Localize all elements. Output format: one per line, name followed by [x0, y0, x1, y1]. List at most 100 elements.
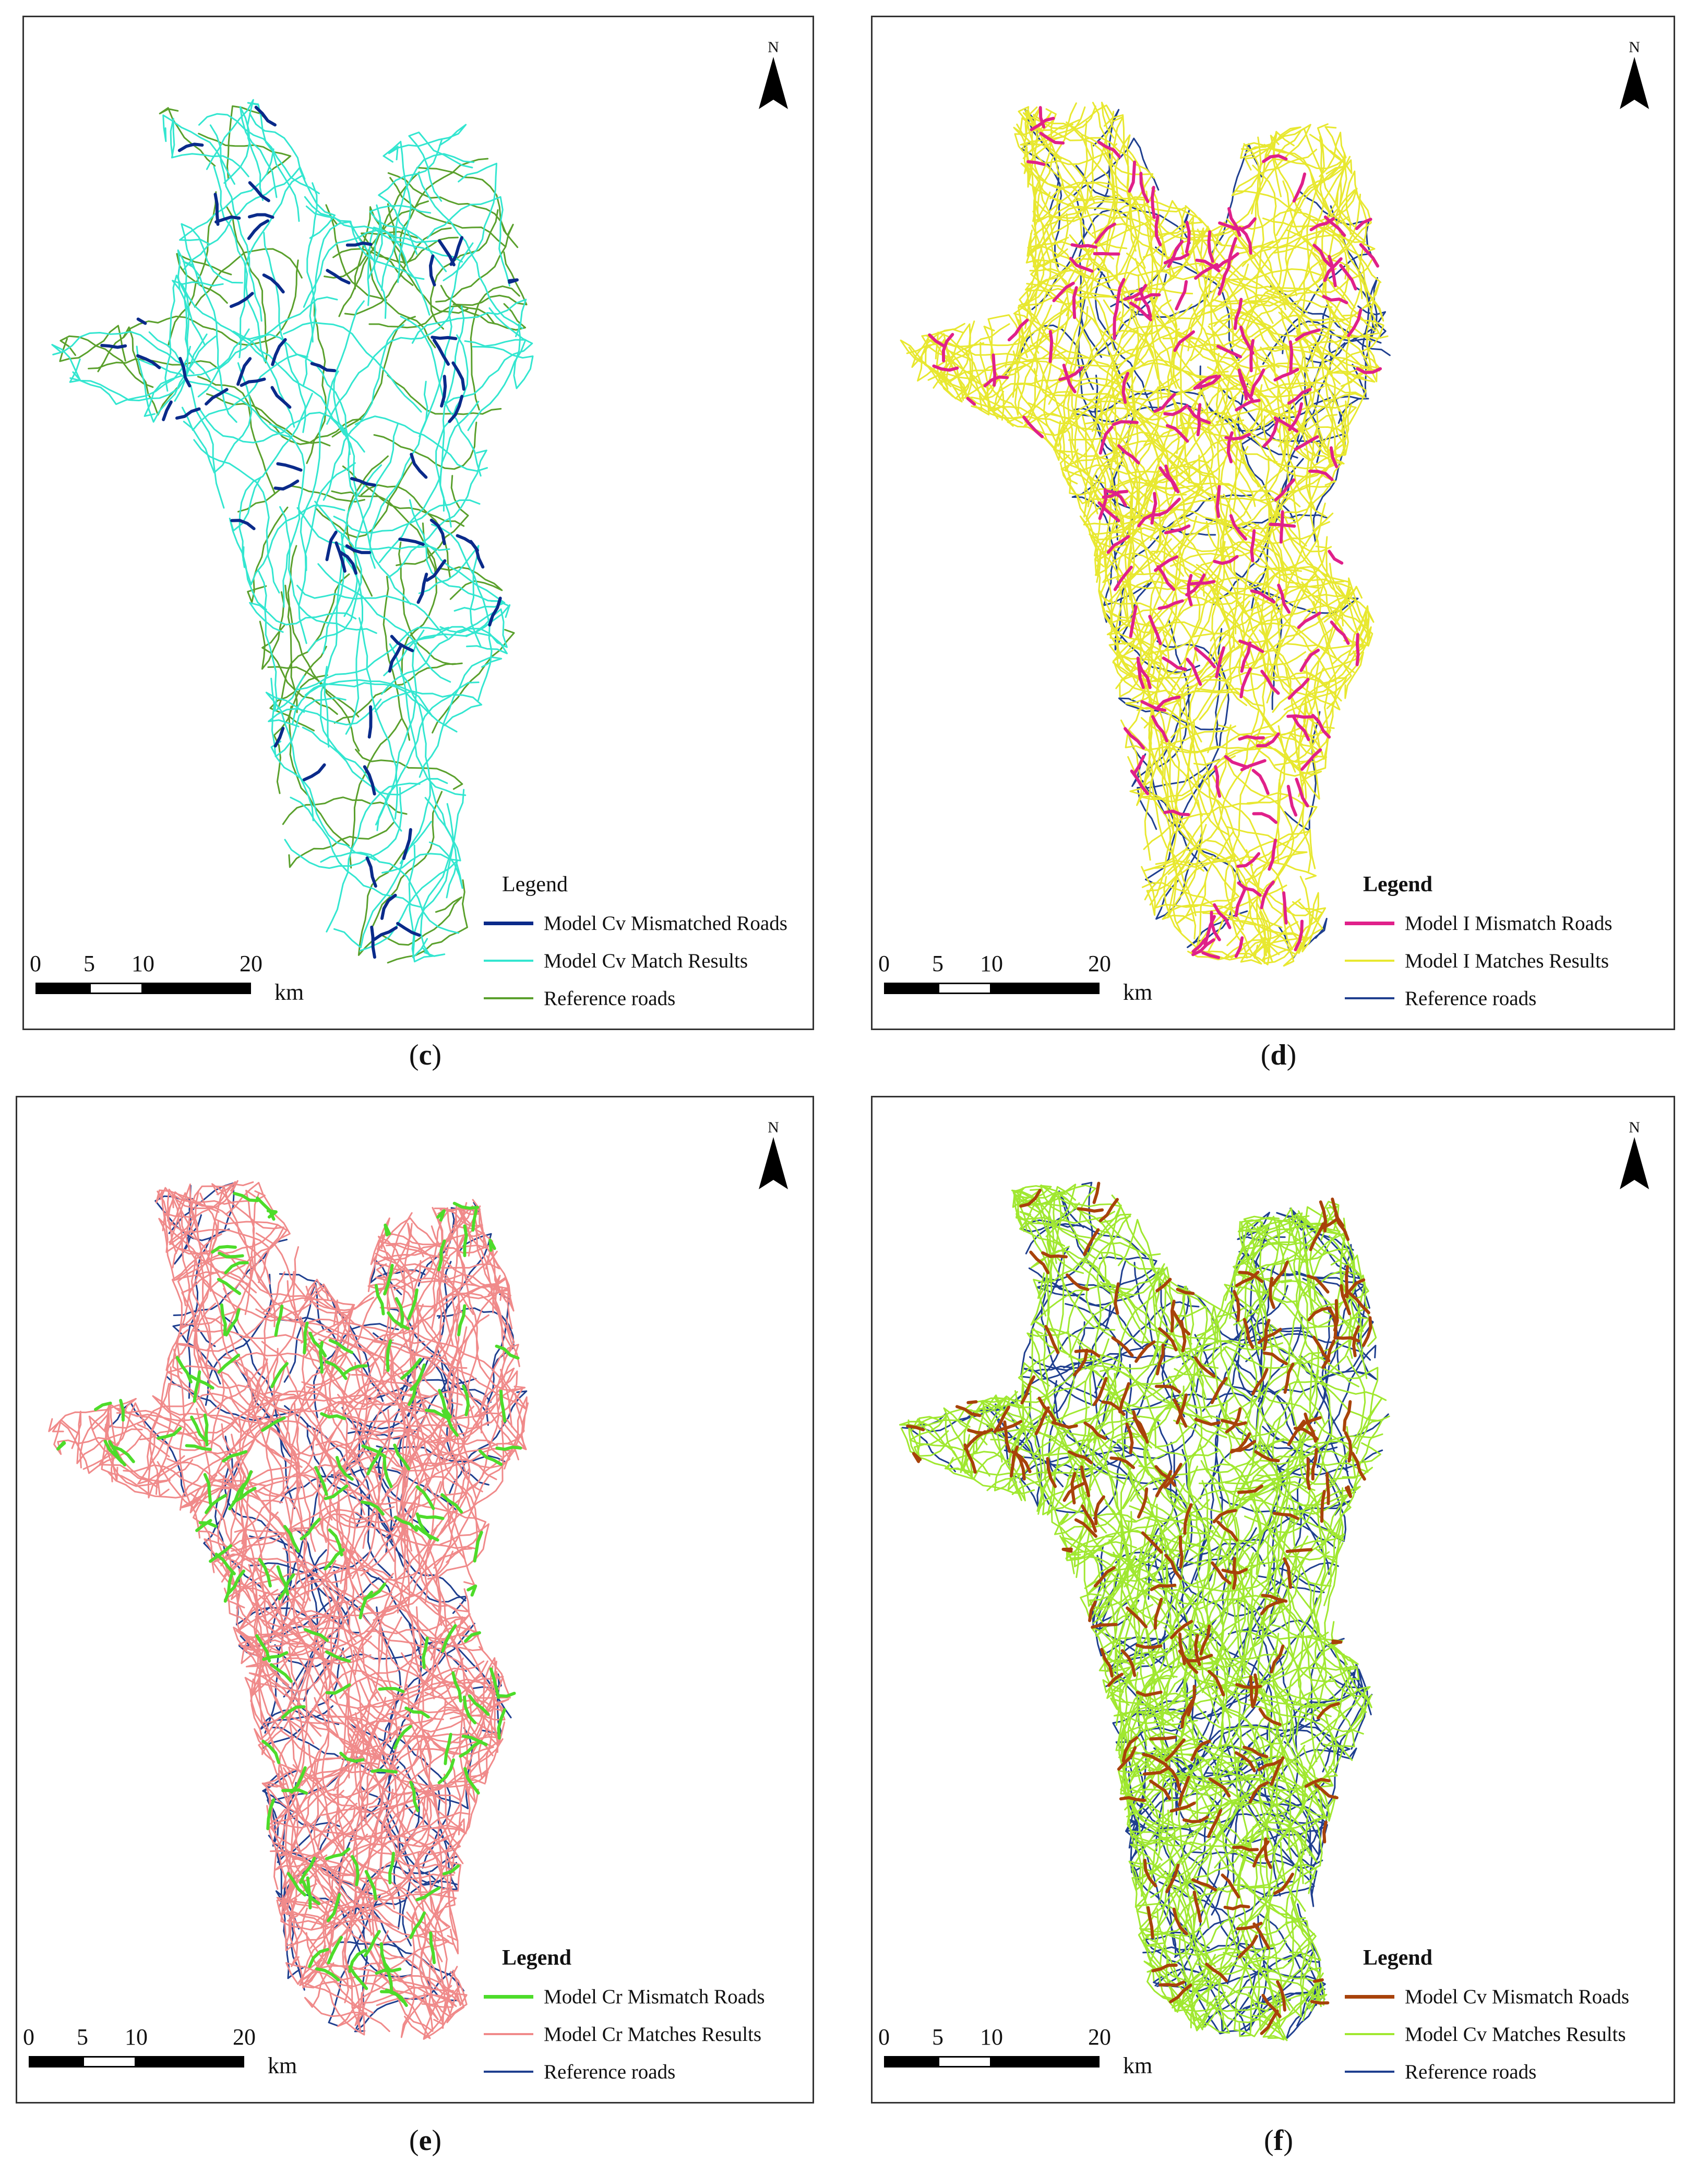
scale-tick-label: 20 — [1088, 951, 1111, 976]
mismatched-road — [379, 1990, 405, 2003]
matched-road — [1203, 458, 1318, 589]
mismatched-road — [1361, 1316, 1372, 1347]
reference-road — [237, 485, 366, 513]
matched-road — [1286, 1571, 1327, 1762]
mismatched-road — [452, 1201, 480, 1210]
mismatched-road — [398, 537, 425, 546]
matched-road — [415, 1606, 470, 1798]
reference-road — [1287, 1722, 1351, 1753]
mismatched-road — [415, 1886, 441, 1902]
mismatched-road — [425, 559, 447, 582]
matched-road — [1142, 209, 1301, 258]
reference-road — [174, 1185, 202, 1265]
matched-road — [1251, 124, 1311, 214]
mismatched-road — [1186, 1654, 1213, 1663]
scale-segment — [992, 983, 1100, 994]
mismatched-road — [327, 1935, 343, 1965]
matched-road — [343, 1714, 444, 1875]
matched-road — [378, 1481, 441, 1666]
matched-road — [1146, 428, 1285, 530]
scale-unit: km — [274, 979, 304, 1005]
matched-road — [246, 1369, 316, 1552]
mismatched-road — [1300, 748, 1322, 771]
matched-road — [238, 1547, 310, 1653]
matched-road — [1106, 573, 1220, 636]
matched-road — [1014, 1390, 1092, 1515]
matched-road — [199, 409, 345, 444]
north-arrow: N — [1616, 1118, 1653, 1207]
mismatched-road — [1304, 1777, 1331, 1788]
reference-road — [372, 791, 443, 927]
mismatched-road — [1109, 1456, 1136, 1469]
mismatched-road — [1178, 1775, 1190, 1807]
matched-road — [1151, 1552, 1255, 1710]
matched-road — [1280, 1842, 1321, 1961]
mismatched-road — [1072, 1348, 1089, 1377]
matched-road — [326, 306, 454, 425]
mismatched-road — [1273, 416, 1299, 433]
mismatched-road — [1097, 140, 1121, 159]
matched-road — [1143, 1248, 1245, 1400]
matched-road — [1189, 130, 1295, 237]
mismatched-road — [1039, 132, 1065, 145]
reference-road — [349, 719, 402, 869]
mismatched-road — [1098, 425, 1114, 455]
matched-road — [1219, 520, 1275, 693]
mismatched-road — [342, 1364, 368, 1376]
matched-road — [1264, 1540, 1356, 1671]
reference-road — [398, 541, 463, 665]
reference-road — [282, 796, 408, 825]
north-arrow: N — [755, 38, 792, 127]
mismatched-road — [229, 292, 254, 308]
mismatched-road — [1331, 1639, 1343, 1645]
matched-road — [1138, 472, 1199, 662]
matched-road — [393, 1756, 472, 1862]
matched-road — [1176, 1502, 1300, 1593]
reference-road — [283, 1405, 363, 1527]
mismatched-road — [409, 1780, 420, 1812]
mismatched-road — [449, 236, 464, 266]
matched-road — [300, 370, 339, 571]
matched-road — [424, 797, 463, 889]
mismatched-road — [1007, 318, 1029, 342]
mismatched-road — [507, 278, 519, 284]
matched-road — [943, 1407, 988, 1478]
matched-road — [1048, 214, 1118, 405]
scale-tick-label: 0 — [878, 951, 890, 976]
matched-road — [1252, 381, 1366, 402]
matched-road — [92, 1412, 194, 1487]
mismatched-road — [1093, 1566, 1116, 1587]
mismatched-road — [1115, 278, 1126, 310]
mismatched-road — [185, 1444, 212, 1451]
matched-road — [359, 859, 458, 952]
mismatched-road — [993, 1405, 1010, 1433]
scale-segment — [884, 983, 938, 994]
mismatched-road — [1235, 1683, 1262, 1689]
reference-road — [1194, 1334, 1295, 1426]
scale-bar: 0 5 10 20 km — [22, 2024, 315, 2086]
legend-swatch — [1345, 2033, 1394, 2035]
mismatched-road — [1309, 1222, 1325, 1251]
reference-road — [288, 706, 350, 847]
matched-road — [1238, 1932, 1315, 2037]
matched-road — [278, 1736, 344, 1912]
matched-road — [394, 1448, 515, 1549]
mismatched-road — [256, 1196, 276, 1221]
mismatched-road — [1232, 1845, 1259, 1851]
mismatched-road — [1243, 1746, 1269, 1759]
matched-road — [1199, 774, 1280, 955]
matched-road — [1023, 143, 1118, 188]
mismatched-road — [1172, 1907, 1188, 1935]
matched-road — [372, 1791, 415, 1980]
matched-road — [292, 679, 433, 725]
matched-road — [323, 324, 404, 501]
mismatched-road — [1195, 258, 1221, 272]
matched-road — [261, 1341, 381, 1476]
matched-road — [308, 1743, 396, 1909]
mismatched-road — [1287, 677, 1310, 700]
reference-road — [168, 191, 217, 346]
mismatched-road — [1215, 485, 1221, 518]
mismatched-road — [230, 519, 256, 531]
matched-road — [250, 1658, 314, 1755]
reference-road — [59, 325, 126, 362]
